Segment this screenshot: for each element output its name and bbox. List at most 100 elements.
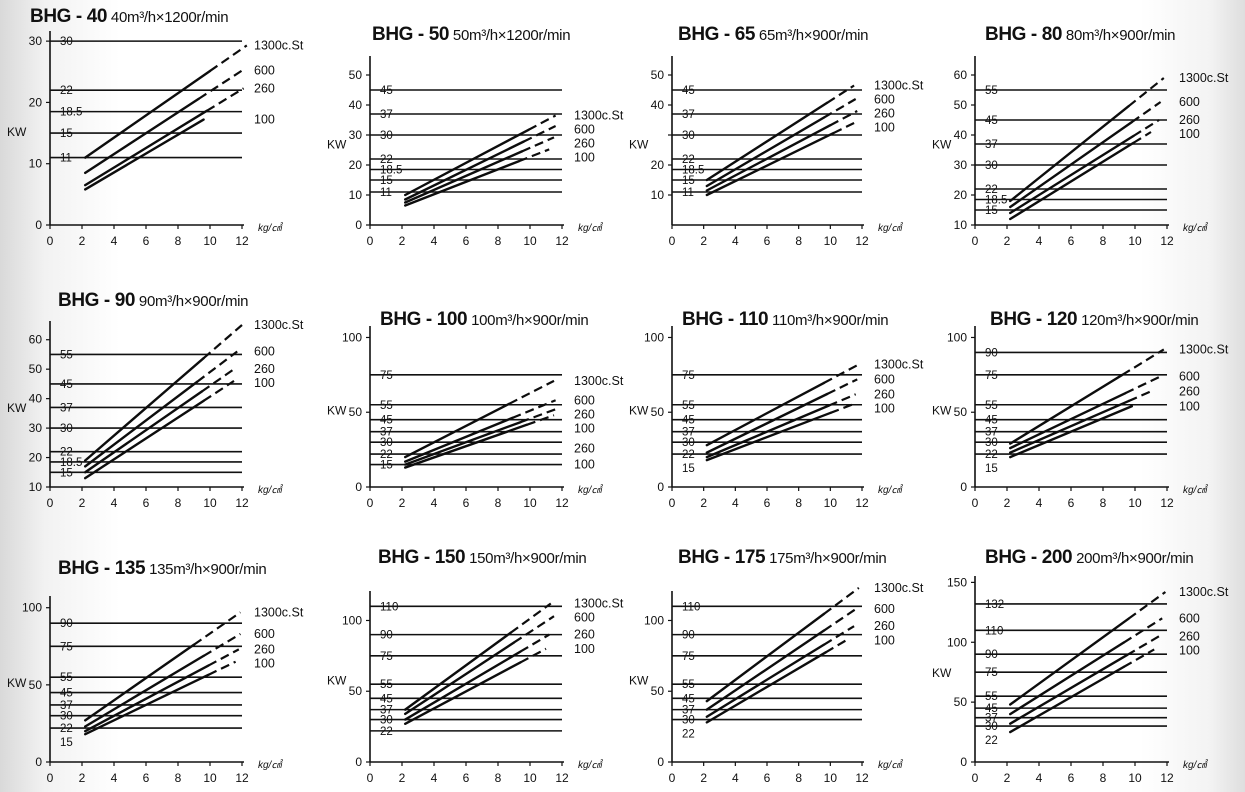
series-line-dashed	[209, 44, 248, 72]
series-line-dashed	[201, 368, 235, 393]
chart-title: BHG - 40 40m³/h×1200r/min	[30, 6, 229, 28]
model-spec: 135m³/h×900r/min	[145, 561, 267, 578]
x-tick-label: 4	[1036, 234, 1043, 248]
series-line-dashed	[1132, 131, 1152, 144]
series-label-extra: 260	[574, 441, 595, 455]
x-tick-label: 2	[1004, 234, 1011, 248]
motor-rating-label: 55	[985, 85, 998, 97]
x-tick-label: 4	[732, 234, 739, 248]
series-line-solid	[1009, 134, 1135, 215]
model-name: BHG - 175	[678, 547, 766, 568]
series-line-dashed	[826, 84, 855, 104]
series-label: 1300c.St	[574, 374, 624, 388]
series-label: 100	[254, 656, 275, 670]
y-tick-label: 50	[651, 405, 665, 419]
y-tick-label: 20	[29, 95, 43, 109]
model-spec: 90m³/h×900r/min	[135, 293, 249, 310]
series-label: 600	[874, 372, 895, 386]
series-line-dashed	[521, 136, 555, 153]
x-tick-label: 0	[47, 496, 54, 510]
motor-rating-label: 11	[60, 153, 72, 165]
motor-rating-label: 45	[380, 85, 393, 97]
x-tick-label: 6	[1068, 771, 1075, 785]
motor-rating-label: 30	[380, 130, 393, 142]
series-label: 600	[254, 64, 275, 78]
motor-rating-label: 90	[985, 649, 998, 661]
motor-rating-label: 37	[380, 427, 393, 439]
x-tick-label: 12	[235, 496, 249, 510]
y-tick-label: 50	[954, 695, 968, 709]
series-label: 260	[574, 137, 595, 151]
x-tick-label: 2	[399, 234, 406, 248]
series-line-solid	[83, 97, 201, 175]
model-spec: 110m³/h×900r/min	[768, 312, 889, 329]
model-spec: 100m³/h×900r/min	[467, 312, 589, 329]
series-label: 100	[874, 121, 895, 135]
series-line-solid	[1009, 399, 1130, 454]
x-tick-label: 12	[1160, 771, 1174, 785]
y-axis-label: KW	[629, 404, 649, 418]
series-label: 1300c.St	[254, 318, 304, 332]
series-label: 1300c.St	[1179, 342, 1229, 356]
series-line-dashed	[825, 639, 847, 654]
motor-rating-label: 22	[682, 154, 695, 166]
series-label: 600	[574, 393, 595, 407]
x-tick-label: 6	[463, 234, 470, 248]
series-line-solid	[404, 150, 524, 204]
motor-rating-label: 30	[380, 437, 393, 449]
x-tick-label: 10	[824, 496, 838, 510]
motor-rating-label: 15	[60, 737, 73, 749]
motor-rating-label: 30	[985, 437, 998, 449]
series-line-dashed	[823, 625, 855, 646]
series-line-solid	[705, 404, 830, 459]
series-line-dashed	[1127, 591, 1167, 620]
motor-rating-label: 55	[682, 400, 695, 412]
x-tick-label: 6	[764, 234, 771, 248]
series-line-solid	[404, 420, 522, 466]
motor-rating-label: 45	[60, 379, 73, 391]
series-line-solid	[83, 664, 210, 733]
y-tick-label: 50	[349, 684, 363, 698]
motor-rating-label: 15	[380, 460, 393, 472]
series-label: 100	[1179, 399, 1200, 413]
x-tick-label: 4	[111, 234, 118, 248]
x-tick-label: 6	[1068, 234, 1075, 248]
series-line-solid	[1009, 617, 1130, 706]
series-line-dashed	[829, 402, 857, 414]
model-name: BHG - 50	[372, 24, 450, 45]
x-tick-label: 4	[111, 496, 118, 510]
series-line-solid	[1009, 665, 1126, 734]
model-name: BHG - 135	[58, 558, 146, 579]
x-axis-label: kg/㎠	[258, 222, 283, 234]
series-line-solid	[705, 131, 835, 197]
motor-rating-label: 18.5	[682, 165, 704, 177]
x-tick-label: 8	[795, 771, 802, 785]
x-tick-label: 2	[399, 496, 406, 510]
series-line-solid	[705, 411, 832, 462]
y-tick-label: 0	[960, 480, 967, 494]
model-name: BHG - 200	[985, 547, 1073, 568]
y-tick-label: 10	[349, 188, 363, 202]
series-line-solid	[83, 356, 205, 462]
motor-rating-label: 22	[60, 85, 73, 97]
series-label: 260	[254, 362, 275, 376]
series-label: 1300c.St	[254, 38, 304, 52]
series-line-dashed	[519, 647, 547, 664]
chart-title: BHG - 175 175m³/h×900r/min	[678, 547, 887, 569]
motor-rating-label: 110	[985, 625, 1003, 637]
y-tick-label: 60	[954, 68, 968, 82]
motor-rating-label: 18.5	[60, 457, 82, 469]
series-label: 100	[1179, 643, 1200, 657]
y-tick-label: 0	[355, 218, 362, 232]
x-axis-label: kg/㎠	[578, 484, 603, 496]
x-tick-label: 6	[463, 496, 470, 510]
motor-rating-label: 37	[60, 700, 73, 712]
model-spec: 80m³/h×900r/min	[1062, 27, 1176, 44]
y-tick-label: 30	[29, 34, 43, 48]
motor-rating-label: 37	[60, 402, 73, 414]
x-tick-label: 12	[555, 496, 569, 510]
motor-rating-label: 11	[682, 187, 694, 199]
